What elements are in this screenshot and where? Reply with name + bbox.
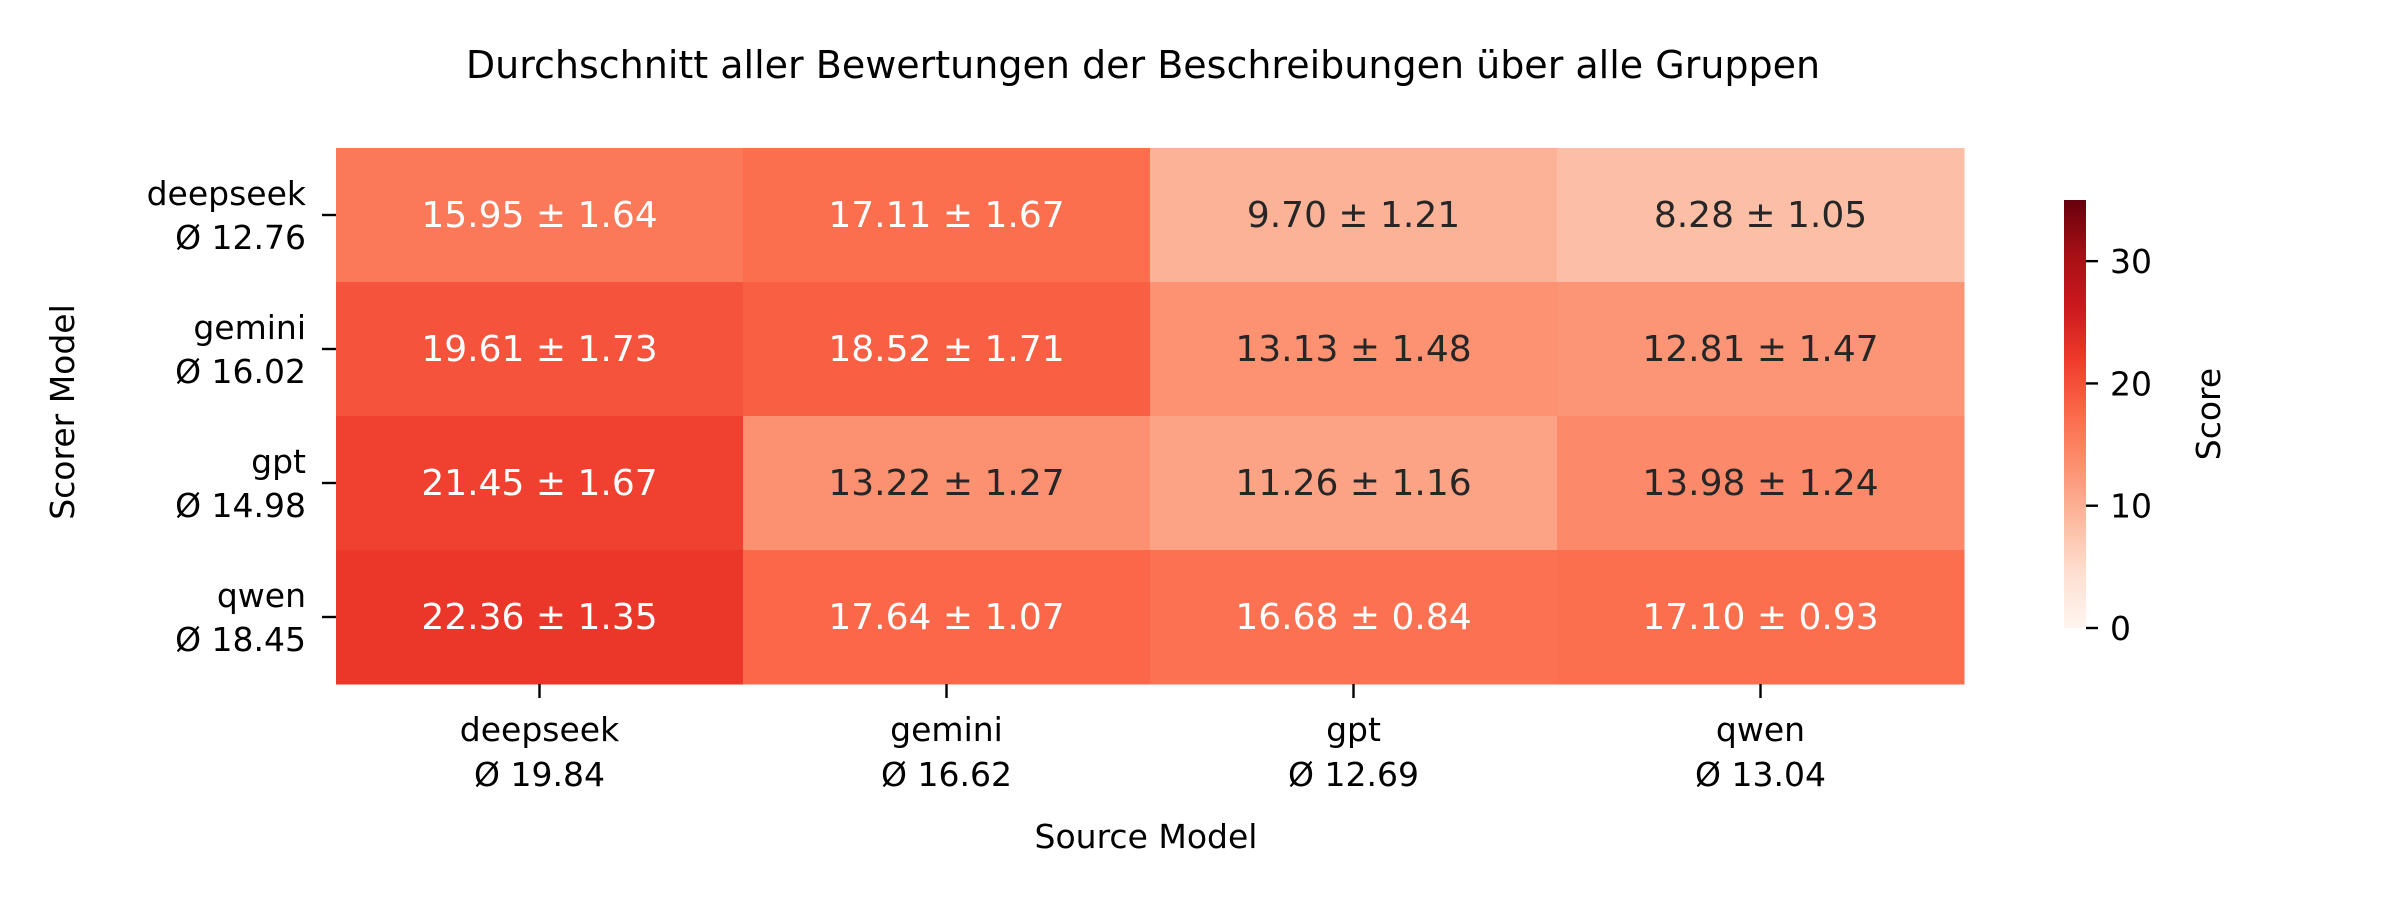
- y-tick-label: gemini: [193, 308, 306, 347]
- cell-label: 12.81 ± 1.47: [1642, 329, 1878, 370]
- heatmap-cell: [1557, 148, 1965, 283]
- y-tick-label: qwen: [217, 576, 306, 615]
- heatmap-cell: [1557, 416, 1965, 551]
- x-tick-avg: Ø 13.04: [1695, 755, 1826, 794]
- heatmap-cell: [743, 416, 1151, 551]
- heatmap-cell: [336, 416, 744, 551]
- colorbar-tick-label: 30: [2110, 242, 2152, 281]
- x-axis-label: Source Model: [1035, 817, 1258, 856]
- heatmap-cell: [1150, 416, 1558, 551]
- x-axis: deepseek Ø 19.84 gemini Ø 16.62 gpt Ø 12.69 qw…: [460, 684, 1826, 794]
- x-tick-label: gpt: [1326, 710, 1381, 749]
- x-tick-avg: Ø 19.84: [474, 755, 605, 794]
- colorbar-gradient: [2064, 200, 2086, 628]
- colorbar-tick-label: 0: [2110, 609, 2131, 648]
- y-tick-label: deepseek: [147, 174, 307, 213]
- y-tick-avg: Ø 14.98: [175, 486, 306, 525]
- cell-label: 8.28 ± 1.05: [1654, 195, 1867, 236]
- heatmap-cell: [743, 148, 1151, 283]
- colorbar-tick-label: 20: [2110, 364, 2152, 403]
- x-tick-label: gemini: [890, 710, 1003, 749]
- cell-label: 16.68 ± 0.84: [1235, 597, 1471, 638]
- y-tick-avg: Ø 16.02: [175, 352, 306, 391]
- heatmap-cell: [336, 550, 744, 685]
- y-tick-avg: Ø 12.76: [175, 218, 306, 257]
- y-tick-avg: Ø 18.45: [175, 620, 306, 659]
- heatmap-cell-labels: 15.95 ± 1.64 17.11 ± 1.67 9.70 ± 1.21 8.28 …: [421, 195, 1878, 638]
- y-axis: deepseek Ø 12.76 gemini Ø 16.02 gpt Ø 14.98 qw…: [147, 174, 336, 659]
- cell-label: 17.10 ± 0.93: [1642, 597, 1878, 638]
- cell-label: 9.70 ± 1.21: [1247, 195, 1460, 236]
- cell-label: 13.22 ± 1.27: [828, 463, 1064, 504]
- cell-label: 22.36 ± 1.35: [421, 597, 657, 638]
- colorbar-label: Score: [2189, 368, 2228, 460]
- cell-label: 21.45 ± 1.67: [421, 463, 657, 504]
- x-tick-avg: Ø 16.62: [881, 755, 1012, 794]
- cell-label: 18.52 ± 1.71: [828, 329, 1064, 370]
- heatmap-cell: [1150, 148, 1558, 283]
- heatmap-cell: [1150, 550, 1558, 685]
- colorbar-ticks: 0 10 20 30: [2086, 242, 2152, 648]
- heatmap-cell: [1150, 282, 1558, 417]
- cell-label: 19.61 ± 1.73: [421, 329, 657, 370]
- cell-label: 13.13 ± 1.48: [1235, 329, 1471, 370]
- heatmap-cell: [336, 282, 744, 417]
- cell-label: 11.26 ± 1.16: [1235, 463, 1471, 504]
- chart-title: Durchschnitt aller Bewertungen der Besch…: [466, 43, 1820, 87]
- colorbar: 0 10 20 30 Score: [2064, 200, 2228, 648]
- heatmap-cell: [743, 550, 1151, 685]
- x-tick-label: qwen: [1716, 710, 1805, 749]
- heatmap-cell: [1557, 550, 1965, 685]
- x-tick-avg: Ø 12.69: [1288, 755, 1419, 794]
- colorbar-tick-label: 10: [2110, 487, 2152, 526]
- heatmap-cell: [743, 282, 1151, 417]
- x-tick-label: deepseek: [460, 710, 620, 749]
- y-tick-label: gpt: [251, 442, 306, 481]
- y-axis-label: Scorer Model: [43, 304, 82, 520]
- cell-label: 17.11 ± 1.67: [828, 195, 1064, 236]
- heatmap-cell: [336, 148, 744, 283]
- cell-label: 15.95 ± 1.64: [421, 195, 657, 236]
- cell-label: 17.64 ± 1.07: [828, 597, 1064, 638]
- heatmap-cell: [1557, 282, 1965, 417]
- heatmap-cells: [336, 148, 1965, 685]
- cell-label: 13.98 ± 1.24: [1642, 463, 1878, 504]
